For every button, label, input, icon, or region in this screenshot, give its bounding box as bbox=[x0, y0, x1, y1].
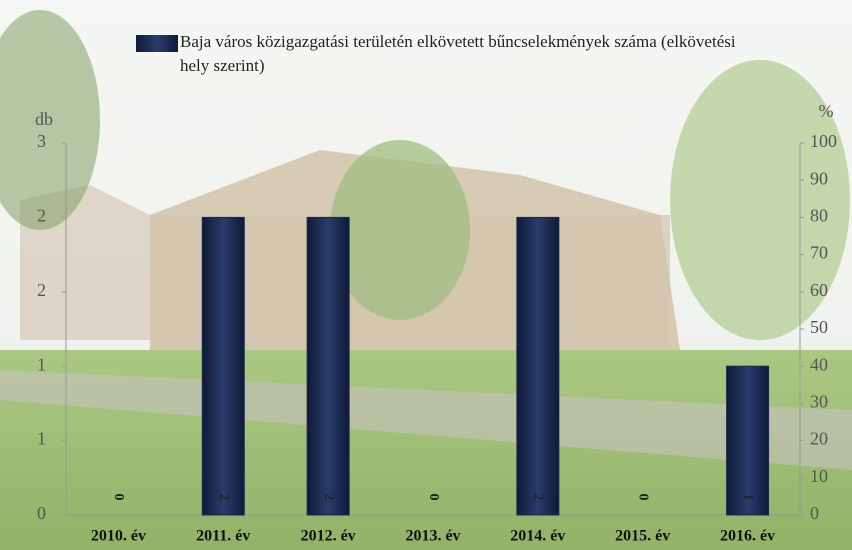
data-label: 1 bbox=[740, 494, 755, 501]
legend-swatch bbox=[136, 35, 178, 52]
y-tick-label: 0 bbox=[37, 503, 46, 523]
bar bbox=[307, 217, 349, 515]
y2-tick-label: 0 bbox=[810, 503, 819, 523]
data-label: 2 bbox=[531, 494, 546, 501]
y2-axis-label: % bbox=[819, 101, 834, 121]
data-label: 2 bbox=[216, 494, 231, 501]
x-tick-label: 2010. év bbox=[91, 528, 146, 545]
y2-tick-label: 60 bbox=[810, 280, 828, 300]
data-label: 0 bbox=[111, 494, 126, 501]
data-label: 2 bbox=[321, 494, 336, 501]
y2-tick-label: 80 bbox=[810, 206, 828, 226]
y2-tick-label: 10 bbox=[810, 466, 828, 486]
x-tick-label: 2016. év bbox=[720, 528, 775, 545]
bar bbox=[202, 217, 244, 515]
y2-tick-label: 70 bbox=[810, 243, 828, 263]
x-tick-label: 2014. év bbox=[510, 528, 565, 545]
y2-tick-label: 40 bbox=[810, 354, 828, 374]
legend-label: Baja város közigazgatási területén elköv… bbox=[180, 30, 740, 78]
y-tick-label: 1 bbox=[37, 354, 46, 374]
data-label: 0 bbox=[426, 494, 441, 501]
y2-tick-label: 20 bbox=[810, 429, 828, 449]
y-tick-label: 3 bbox=[37, 131, 46, 151]
data-label: 0 bbox=[635, 494, 650, 501]
y-tick-label: 2 bbox=[37, 280, 46, 300]
y2-tick-label: 100 bbox=[810, 131, 837, 151]
x-tick-label: 2013. év bbox=[405, 528, 460, 545]
chart: db % 01122301020304050607080901002010. é… bbox=[0, 0, 852, 550]
y-tick-label: 1 bbox=[37, 429, 46, 449]
x-tick-label: 2012. év bbox=[301, 528, 356, 545]
y2-tick-label: 50 bbox=[810, 317, 828, 337]
y-axis-label: db bbox=[35, 109, 53, 129]
background-photo bbox=[0, 0, 852, 550]
x-tick-label: 2011. év bbox=[196, 528, 250, 545]
bar bbox=[517, 217, 559, 515]
y-tick-label: 2 bbox=[37, 206, 46, 226]
y2-tick-label: 30 bbox=[810, 392, 828, 412]
x-tick-label: 2015. év bbox=[615, 528, 670, 545]
y2-tick-label: 90 bbox=[810, 168, 828, 188]
page: db % 01122301020304050607080901002010. é… bbox=[0, 0, 852, 550]
